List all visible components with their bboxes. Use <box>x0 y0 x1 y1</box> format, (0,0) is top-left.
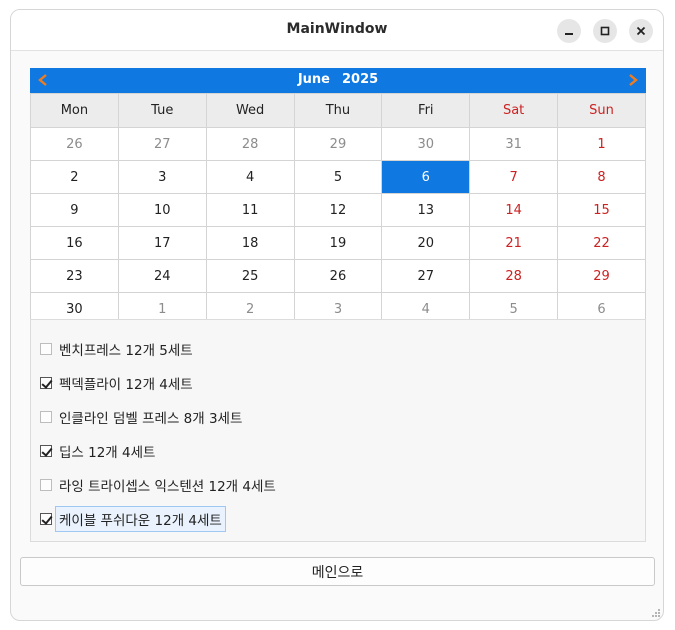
calendar-day[interactable]: 4 <box>205 160 295 194</box>
weekday-header-fri: Fri <box>381 93 471 128</box>
exercise-checkbox[interactable]: 벤치프레스 12개 5세트 <box>40 337 193 361</box>
calendar-day[interactable]: 11 <box>205 193 295 227</box>
calendar-day[interactable]: 25 <box>205 259 295 293</box>
calendar-day[interactable]: 27 <box>117 127 207 161</box>
exercise-checkbox[interactable]: 펙덱플라이 12개 4세트 <box>40 371 193 395</box>
weekday-header-thu: Thu <box>293 93 383 128</box>
calendar-day[interactable]: 3 <box>117 160 207 194</box>
calendar-day[interactable]: 13 <box>381 193 471 227</box>
exercise-label: 케이블 푸쉬다운 12개 4세트 <box>55 506 226 532</box>
weekday-header-tue: Tue <box>117 93 207 128</box>
chevron-left-icon <box>38 74 47 86</box>
exercise-label: 인클라인 덤벨 프레스 8개 3세트 <box>59 411 243 427</box>
calendar-day[interactable]: 5 <box>293 160 383 194</box>
maximize-button[interactable] <box>593 19 617 43</box>
calendar-day[interactable]: 29 <box>293 127 383 161</box>
exercise-checkbox[interactable]: 딥스 12개 4세트 <box>40 439 155 463</box>
exercise-checkbox[interactable]: 인클라인 덤벨 프레스 8개 3세트 <box>40 405 242 429</box>
calendar-day[interactable]: 18 <box>205 226 295 260</box>
calendar-day[interactable]: 26 <box>30 127 119 161</box>
weekday-header-row: Mon Tue Wed Thu Fri Sat Sun <box>30 93 646 128</box>
calendar-day[interactable]: 2 <box>30 160 119 194</box>
calendar-day[interactable]: 7 <box>469 160 559 194</box>
calendar-week-row: 26 27 28 29 30 31 1 <box>30 127 646 161</box>
exercise-label: 딥스 12개 4세트 <box>59 445 156 461</box>
prev-month-button[interactable] <box>32 69 54 91</box>
maximize-icon <box>600 26 610 36</box>
title-bar[interactable]: MainWindow <box>11 10 663 51</box>
calendar-day[interactable]: 29 <box>557 259 646 293</box>
minimize-icon <box>565 33 573 35</box>
calendar-day[interactable]: 27 <box>381 259 471 293</box>
calendar-day[interactable]: 28 <box>469 259 559 293</box>
calendar-navigation-bar: June 2025 <box>30 68 646 93</box>
checkbox-checked-icon[interactable] <box>40 445 52 457</box>
main-window: MainWindow June 2025 Mon Tue Wed Thu Fri Sat Su… <box>10 9 664 621</box>
exercise-label: 라잉 트라이셉스 익스텐션 12개 4세트 <box>59 479 276 495</box>
calendar-day[interactable]: 1 <box>557 127 646 161</box>
calendar-day[interactable]: 14 <box>469 193 559 227</box>
calendar-day[interactable]: 30 <box>381 127 471 161</box>
calendar-day[interactable]: 9 <box>30 193 119 227</box>
chevron-right-icon <box>629 74 638 86</box>
checkbox-checked-icon[interactable] <box>40 513 52 525</box>
calendar-day[interactable]: 16 <box>30 226 119 260</box>
next-month-button[interactable] <box>622 69 644 91</box>
checkbox-unchecked-icon[interactable] <box>40 479 52 491</box>
checkbox-checked-icon[interactable] <box>40 377 52 389</box>
calendar-day[interactable]: 17 <box>117 226 207 260</box>
weekday-header-sat: Sat <box>469 93 559 128</box>
calendar-day[interactable]: 24 <box>117 259 207 293</box>
resize-grip-icon[interactable] <box>651 608 661 618</box>
calendar-day[interactable]: 10 <box>117 193 207 227</box>
checkbox-unchecked-icon[interactable] <box>40 343 52 355</box>
exercise-checkbox[interactable]: 라잉 트라이셉스 익스텐션 12개 4세트 <box>40 473 276 497</box>
month-button[interactable]: June <box>297 72 330 87</box>
exercise-label: 벤치프레스 12개 5세트 <box>59 343 193 359</box>
calendar-day[interactable]: 8 <box>557 160 646 194</box>
weekday-header-mon: Mon <box>30 93 119 128</box>
weekday-header-sun: Sun <box>557 93 646 128</box>
calendar-day[interactable]: 28 <box>205 127 295 161</box>
window-title: MainWindow <box>286 21 388 37</box>
calendar-day[interactable]: 22 <box>557 226 646 260</box>
calendar-day[interactable]: 20 <box>381 226 471 260</box>
weekday-header-wed: Wed <box>205 93 295 128</box>
month-year-label: June 2025 <box>30 72 646 87</box>
calendar-day[interactable]: 21 <box>469 226 559 260</box>
back-to-main-button[interactable]: 메인으로 <box>20 557 655 586</box>
calendar-week-row: 9 10 11 12 13 14 15 <box>30 193 646 227</box>
calendar-week-row: 23 24 25 26 27 28 29 <box>30 259 646 293</box>
calendar-day[interactable]: 26 <box>293 259 383 293</box>
close-icon <box>636 26 646 36</box>
year-button[interactable]: 2025 <box>341 72 379 87</box>
checkbox-unchecked-icon[interactable] <box>40 411 52 423</box>
minimize-button[interactable] <box>557 19 581 43</box>
calendar-day[interactable]: 23 <box>30 259 119 293</box>
calendar-day[interactable]: 31 <box>469 127 559 161</box>
calendar-week-row: 16 17 18 19 20 21 22 <box>30 226 646 260</box>
exercise-checkbox[interactable]: 케이블 푸쉬다운 12개 4세트 <box>40 506 226 532</box>
close-button[interactable] <box>629 19 653 43</box>
calendar-grid: Mon Tue Wed Thu Fri Sat Sun 26 27 28 29 30 31 1 2 3 4 5 6… <box>30 93 646 326</box>
calendar-day[interactable]: 19 <box>293 226 383 260</box>
calendar-day[interactable]: 15 <box>557 193 646 227</box>
calendar-day[interactable]: 12 <box>293 193 383 227</box>
exercise-label: 펙덱플라이 12개 4세트 <box>59 377 193 393</box>
calendar-day-selected[interactable]: 6 <box>381 160 471 194</box>
